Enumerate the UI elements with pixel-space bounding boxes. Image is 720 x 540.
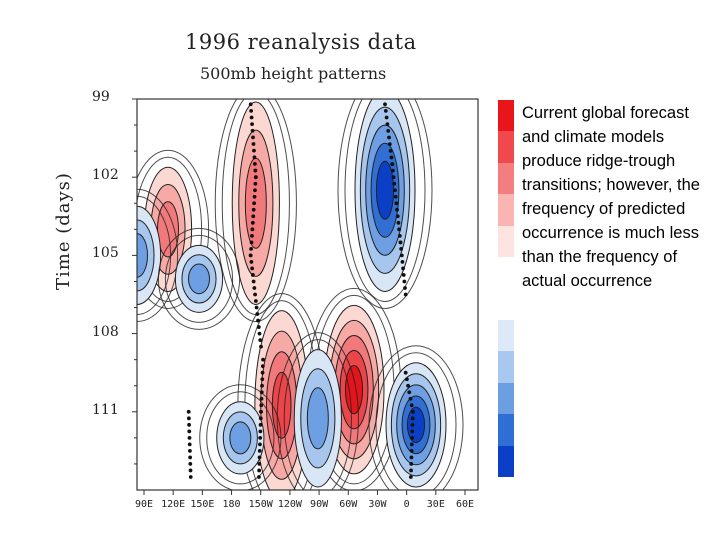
anomaly-negative-11 xyxy=(157,227,241,330)
colorbar-segment xyxy=(498,414,514,447)
ridge-track-1 xyxy=(248,102,263,349)
ridge-track-2 xyxy=(257,357,265,479)
trough-track-2 xyxy=(403,370,415,479)
anomaly-negative-10 xyxy=(137,188,179,322)
colorbar-segment xyxy=(498,445,514,478)
colorbar-segment xyxy=(498,162,514,195)
colorbar-segment xyxy=(498,225,514,258)
colorbar xyxy=(498,100,514,478)
chart-subtitle: 500mb height patterns xyxy=(200,64,387,83)
colorbar-segment xyxy=(498,100,514,132)
plot-frame xyxy=(136,98,479,491)
y-tick-label: 102 xyxy=(92,167,119,184)
y-tick-label: 111 xyxy=(92,401,119,418)
colorbar-segment xyxy=(498,319,514,352)
y-tick-label: 108 xyxy=(92,323,119,340)
x-tick-label: 30E xyxy=(426,499,445,510)
colorbar-segment xyxy=(498,351,514,384)
anomaly-negative-12 xyxy=(199,384,282,490)
ridge-track-3 xyxy=(186,409,193,479)
x-tick-label: 150W xyxy=(248,499,273,510)
x-tick-label: 90E xyxy=(134,499,154,510)
field-layer xyxy=(12,99,464,490)
x-tick-label: 180 xyxy=(222,499,241,510)
x-tick-label: 120W xyxy=(277,499,302,510)
x-tick-label: 0 xyxy=(403,499,410,510)
colorbar-segment xyxy=(498,382,514,415)
x-tick-label: 150E xyxy=(190,499,215,510)
y-tick-label: 105 xyxy=(92,245,119,262)
anomaly-positive-1 xyxy=(214,99,297,322)
anomaly-negative-8 xyxy=(368,345,464,490)
colorbar-segment xyxy=(498,288,514,321)
colorbar-segment xyxy=(498,194,514,227)
trough-track-1 xyxy=(383,102,408,297)
x-tick-label: 90W xyxy=(310,499,329,510)
anomaly-positive-5 xyxy=(24,111,105,308)
x-tick-label: 120E xyxy=(161,499,186,510)
colorbar-segment xyxy=(498,257,514,289)
x-tick-label: 30W xyxy=(368,499,387,510)
explanatory-note: Current global forecast and climate mode… xyxy=(522,104,700,290)
chart-title: 1996 reanalysis data xyxy=(185,30,417,54)
anomaly-negative-7 xyxy=(337,99,433,309)
x-tick-label: 60W xyxy=(339,499,358,510)
y-tick-label: 99 xyxy=(92,89,110,105)
anomaly-positive-6 xyxy=(12,275,87,350)
x-tick-label: 60E xyxy=(455,499,475,510)
anomaly-negative-9 xyxy=(276,332,359,490)
colorbar-segment xyxy=(498,131,514,164)
